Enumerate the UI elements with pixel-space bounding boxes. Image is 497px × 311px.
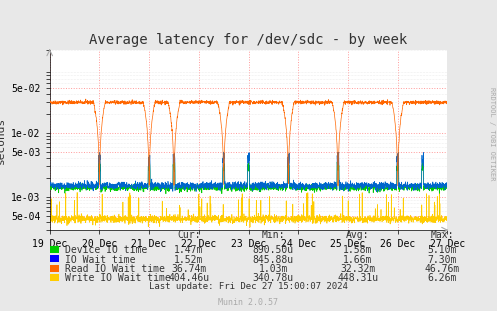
Text: Cur:: Cur: xyxy=(177,230,201,240)
Text: 1.47m: 1.47m xyxy=(174,245,204,255)
Text: 6.26m: 6.26m xyxy=(427,273,457,283)
Text: Munin 2.0.57: Munin 2.0.57 xyxy=(219,298,278,307)
Text: 32.32m: 32.32m xyxy=(340,264,375,274)
Text: 5.10m: 5.10m xyxy=(427,245,457,255)
Text: 1.03m: 1.03m xyxy=(258,264,288,274)
Text: 845.88u: 845.88u xyxy=(253,255,294,265)
Text: 46.76m: 46.76m xyxy=(425,264,460,274)
Text: 36.74m: 36.74m xyxy=(171,264,206,274)
Text: RRDTOOL / TOBI OETIKER: RRDTOOL / TOBI OETIKER xyxy=(489,87,495,181)
Text: 1.52m: 1.52m xyxy=(174,255,204,265)
Text: Avg:: Avg: xyxy=(346,230,370,240)
Y-axis label: seconds: seconds xyxy=(0,116,6,164)
Text: 1.58m: 1.58m xyxy=(343,245,373,255)
Text: Max:: Max: xyxy=(430,230,454,240)
Text: 7.30m: 7.30m xyxy=(427,255,457,265)
Text: Device IO time: Device IO time xyxy=(65,245,147,255)
Text: Last update: Fri Dec 27 15:00:07 2024: Last update: Fri Dec 27 15:00:07 2024 xyxy=(149,282,348,291)
Text: 448.31u: 448.31u xyxy=(337,273,378,283)
Text: Read IO Wait time: Read IO Wait time xyxy=(65,264,165,274)
Text: 1.66m: 1.66m xyxy=(343,255,373,265)
Text: 340.78u: 340.78u xyxy=(253,273,294,283)
Title: Average latency for /dev/sdc - by week: Average latency for /dev/sdc - by week xyxy=(89,33,408,47)
Text: 404.46u: 404.46u xyxy=(168,273,209,283)
Text: 890.50u: 890.50u xyxy=(253,245,294,255)
Text: Write IO Wait time: Write IO Wait time xyxy=(65,273,170,283)
Text: IO Wait time: IO Wait time xyxy=(65,255,135,265)
Text: Min:: Min: xyxy=(261,230,285,240)
